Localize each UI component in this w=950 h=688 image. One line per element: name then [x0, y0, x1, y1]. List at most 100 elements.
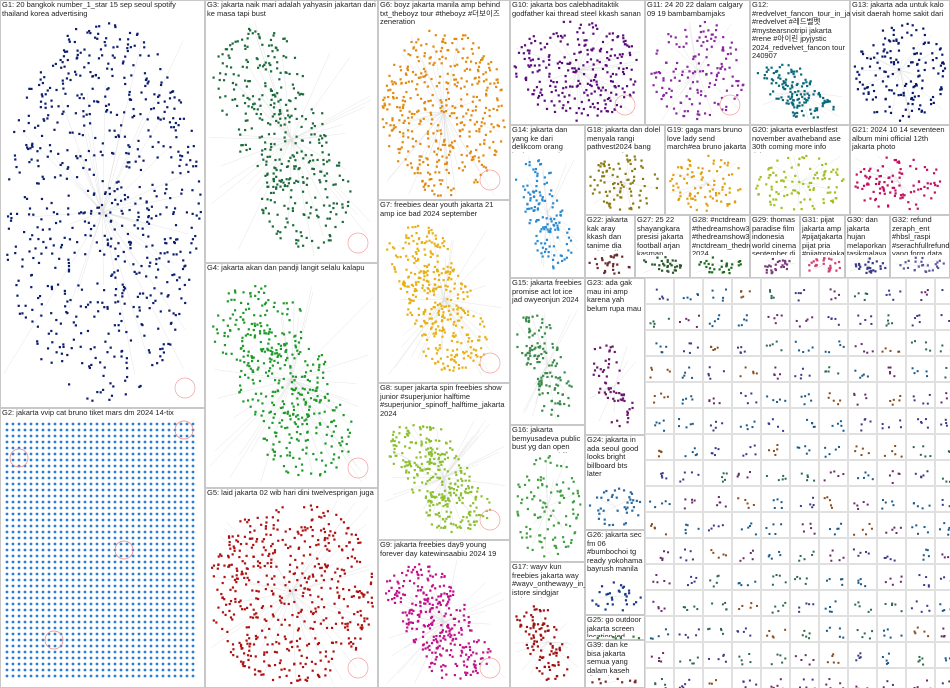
node: [353, 613, 356, 616]
node: [113, 482, 117, 486]
node: [228, 56, 231, 60]
node: [41, 518, 45, 522]
node: [460, 77, 463, 80]
node: [44, 106, 47, 109]
edge: [429, 111, 445, 154]
node: [71, 536, 75, 540]
node: [437, 159, 441, 162]
node: [182, 259, 185, 262]
node: [320, 144, 324, 148]
node: [280, 601, 283, 604]
node: [448, 491, 451, 494]
node: [296, 425, 299, 428]
node: [173, 662, 177, 666]
node: [247, 105, 250, 108]
node: [135, 272, 138, 275]
node: [242, 291, 245, 294]
node: [167, 470, 171, 474]
node: [149, 548, 153, 552]
node: [23, 446, 27, 450]
node: [149, 434, 153, 438]
node: [108, 129, 111, 132]
node: [240, 570, 244, 573]
node: [413, 566, 417, 569]
node: [437, 524, 440, 527]
node: [131, 494, 135, 498]
node: [238, 390, 241, 393]
node: [393, 81, 396, 84]
node: [269, 123, 272, 126]
node: [143, 506, 147, 510]
node: [434, 244, 437, 248]
node: [149, 590, 153, 594]
node: [89, 71, 92, 74]
edge: [291, 565, 309, 593]
node: [416, 171, 419, 175]
node: [278, 661, 282, 665]
node: [222, 319, 225, 322]
node: [59, 656, 63, 660]
node: [463, 472, 466, 475]
node: [143, 674, 147, 678]
node: [47, 428, 51, 432]
edge: [291, 298, 295, 380]
node: [169, 237, 172, 240]
node: [453, 320, 456, 324]
node: [449, 511, 453, 514]
node: [432, 293, 436, 296]
node: [291, 613, 294, 617]
node: [50, 99, 53, 102]
node: [53, 524, 57, 528]
node: [185, 638, 189, 642]
node: [245, 542, 248, 545]
node: [59, 500, 63, 504]
edge: [388, 299, 445, 375]
node: [360, 624, 363, 627]
node: [309, 206, 313, 209]
node: [476, 339, 480, 342]
edge: [439, 477, 445, 533]
node: [363, 617, 366, 620]
node: [35, 446, 39, 450]
node: [485, 338, 488, 341]
node: [227, 554, 230, 557]
node: [125, 572, 129, 576]
node: [119, 584, 123, 588]
node: [95, 452, 99, 456]
node: [437, 278, 441, 282]
node: [470, 352, 473, 355]
node: [77, 674, 81, 678]
node: [11, 470, 15, 474]
node: [276, 92, 279, 95]
node: [400, 465, 403, 469]
node: [5, 674, 9, 678]
edge: [249, 139, 292, 192]
node: [95, 584, 99, 588]
node: [395, 592, 398, 595]
node: [478, 80, 481, 83]
node: [107, 464, 111, 468]
node: [77, 626, 81, 630]
node: [459, 492, 463, 495]
node: [324, 565, 328, 568]
node: [406, 65, 409, 68]
node: [124, 82, 127, 86]
node: [403, 284, 406, 288]
node: [259, 566, 262, 569]
node: [245, 626, 248, 629]
node: [140, 91, 143, 94]
node: [191, 632, 195, 636]
node: [467, 340, 470, 343]
node: [473, 181, 476, 184]
node: [155, 674, 159, 678]
node: [41, 596, 45, 600]
node: [127, 152, 130, 155]
node: [45, 246, 48, 249]
node: [173, 602, 177, 606]
node: [173, 578, 177, 582]
node: [224, 48, 227, 51]
node: [246, 96, 249, 100]
node: [458, 525, 461, 528]
node: [311, 573, 314, 576]
node: [449, 594, 452, 598]
